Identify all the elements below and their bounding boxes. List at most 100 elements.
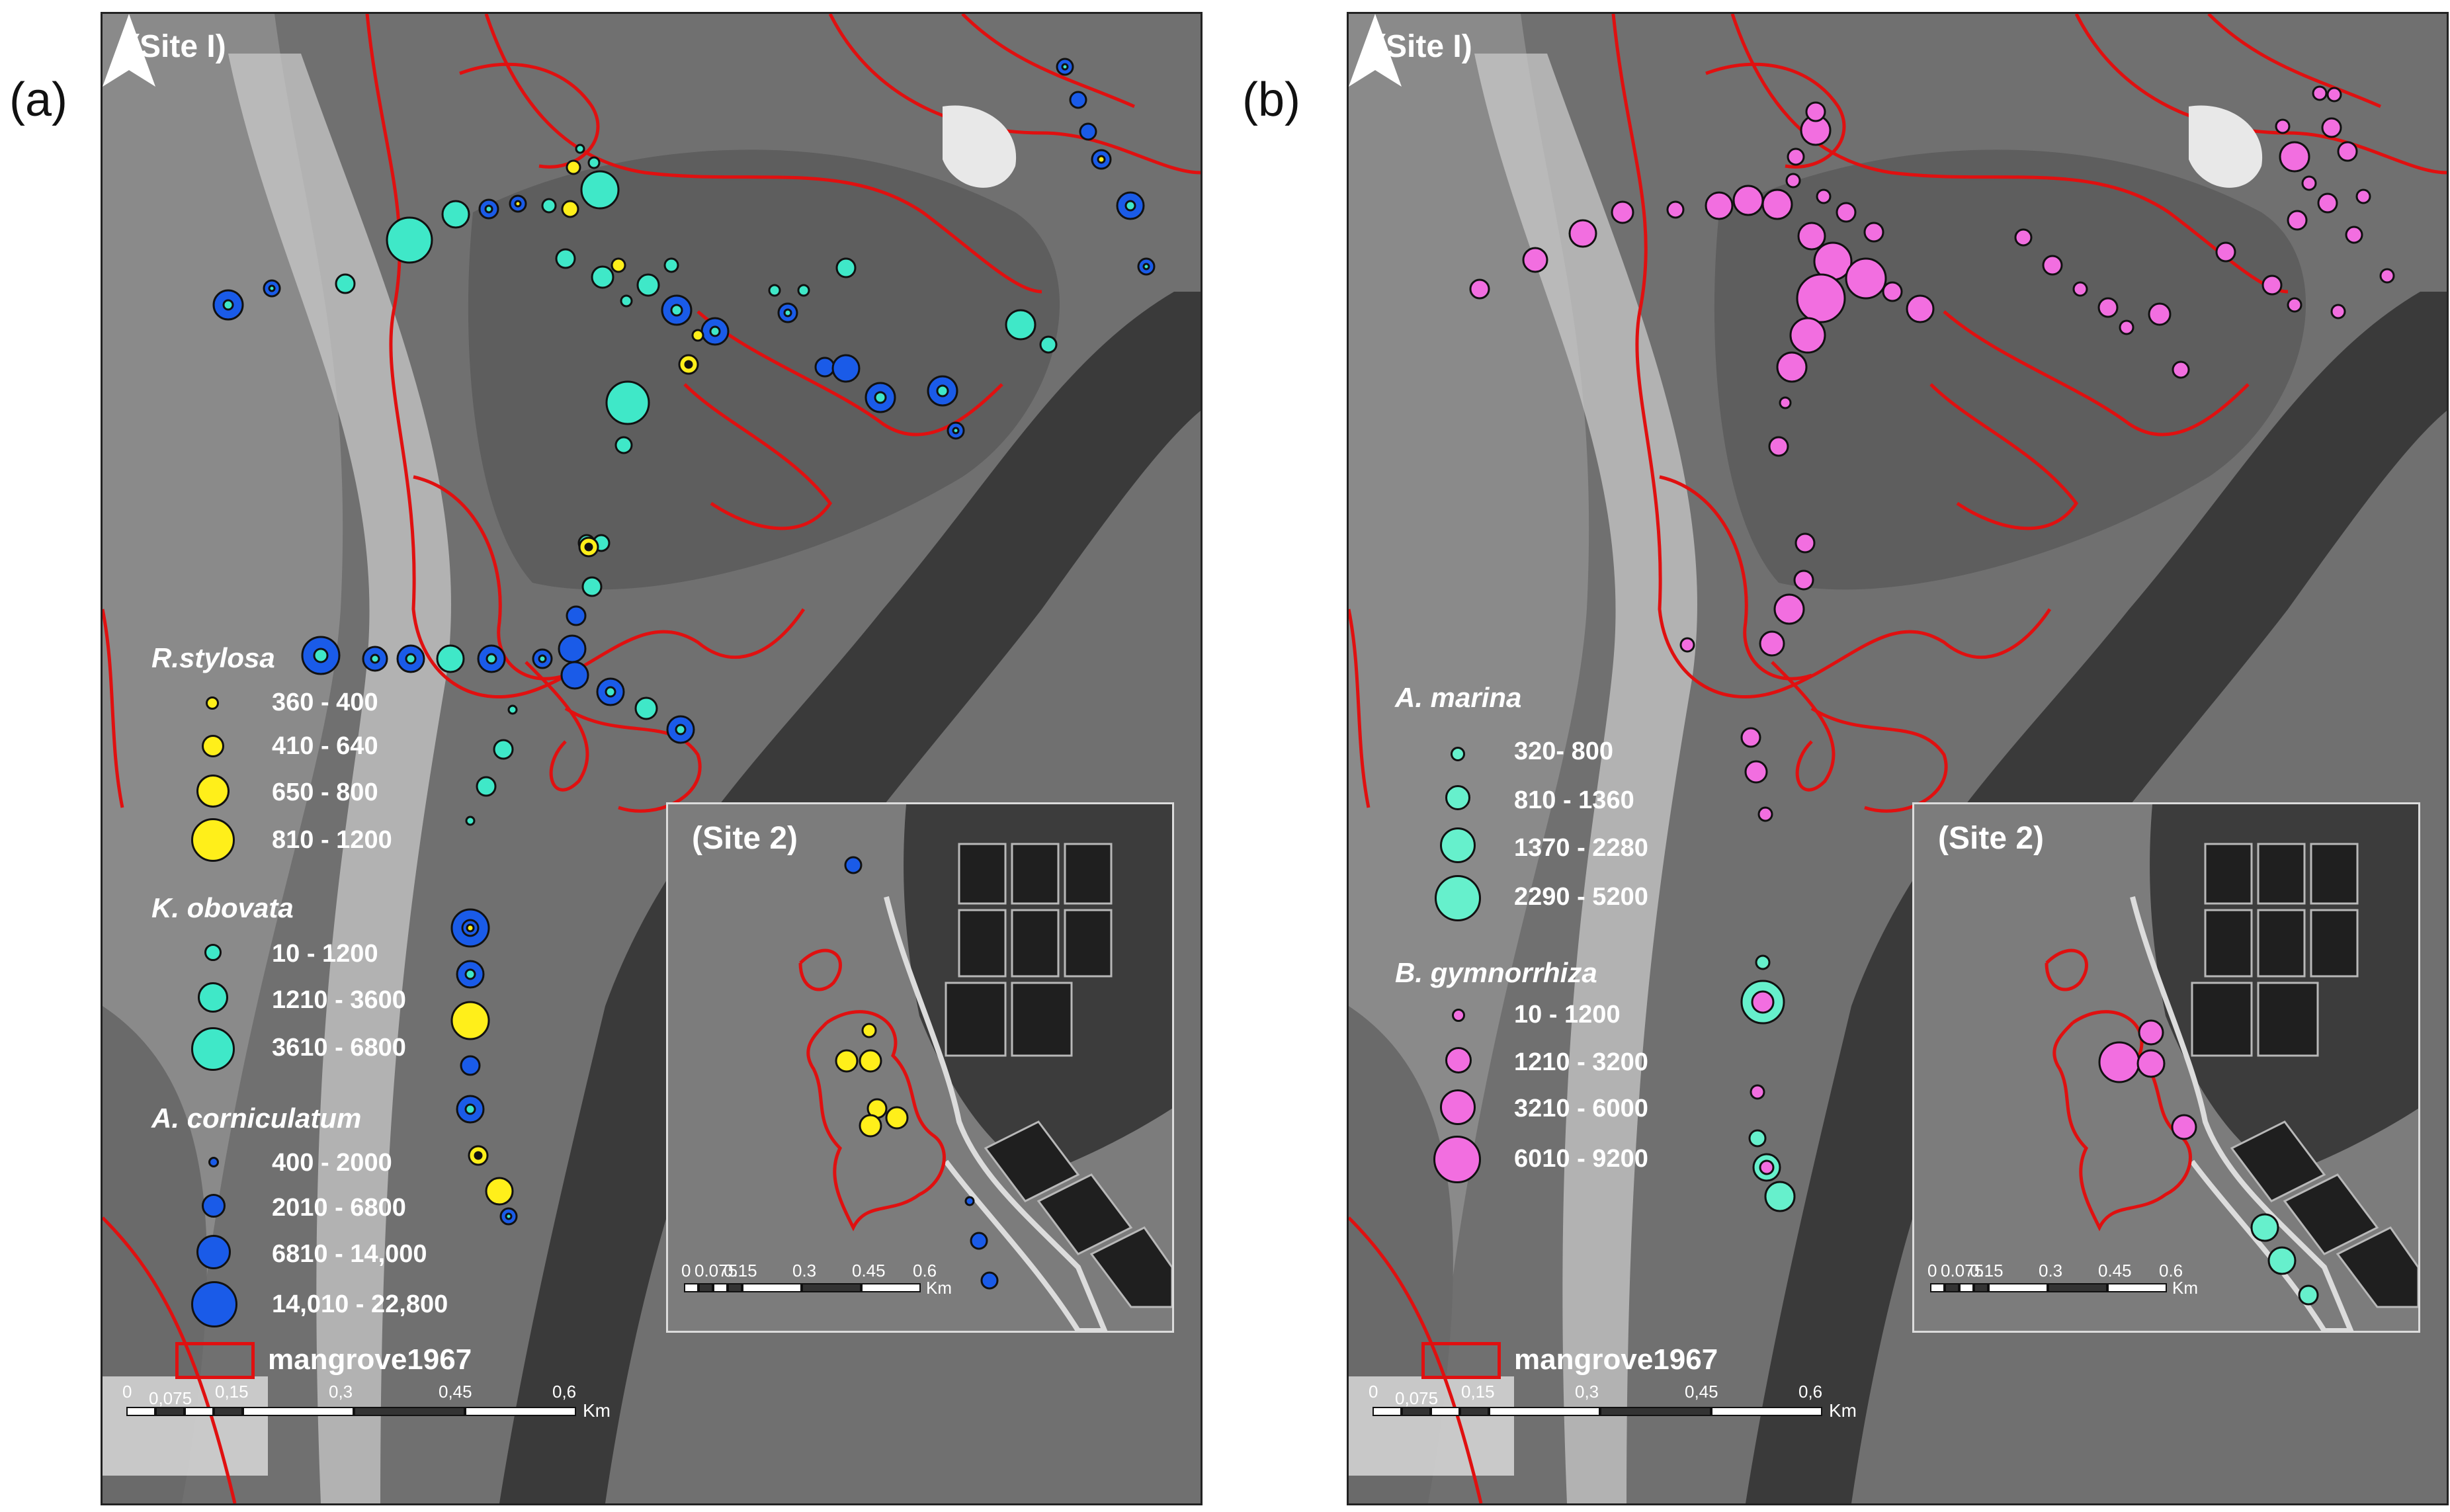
- site2-label-a: (Site 2): [692, 821, 798, 856]
- legend-class: 10 - 1200: [272, 940, 378, 968]
- scale-segment: [354, 1407, 465, 1416]
- inset-background-a: [668, 804, 1172, 1331]
- scale-tick: 0,15: [215, 1382, 249, 1402]
- scale-segment: [1431, 1407, 1460, 1416]
- legend-symbol: [204, 944, 222, 961]
- sampling-points-b: [1469, 85, 2395, 1212]
- inset-site2-b: (Site 2) 0 0.075 0.15 0.3 0.45 0.6: [1912, 802, 2420, 1333]
- scale-segment: [1600, 1407, 1711, 1416]
- panel-b-label: (b): [1242, 73, 1300, 126]
- legend-symbol: [191, 1027, 235, 1071]
- scale-tick: 0: [122, 1382, 132, 1402]
- mangrove-legend-label: mangrove1967: [268, 1343, 472, 1376]
- scale-tick: 0,6: [552, 1382, 577, 1402]
- legend-class: 400 - 2000: [272, 1149, 392, 1177]
- scale-tick: 0,075: [149, 1388, 192, 1408]
- scale-tick: 0.075: [1941, 1261, 1984, 1281]
- scale-tick: 0: [681, 1261, 691, 1281]
- legend-symbol: [202, 1194, 226, 1218]
- scale-tick: 0.3: [792, 1261, 817, 1281]
- north-arrow-icon: [1349, 14, 1402, 87]
- scale-segment: [1402, 1407, 1431, 1416]
- mangrove-legend-symbol: [175, 1342, 255, 1379]
- scale-tick: 0.45: [852, 1261, 886, 1281]
- scale-segment: [1460, 1407, 1489, 1416]
- legend-symbol: [1445, 1047, 1472, 1073]
- scale-segment: [698, 1283, 713, 1292]
- legend-symbol: [1451, 747, 1465, 761]
- inset-points-a: [835, 856, 999, 1290]
- scale-segment: [861, 1283, 921, 1292]
- mangrove-1967-outline-inset-a: [798, 948, 946, 1232]
- scale-tick: 0,075: [1395, 1388, 1439, 1408]
- legend-class: 1370 - 2280: [1514, 834, 1648, 862]
- legend-symbol: [1440, 1089, 1476, 1125]
- scale-segment: [126, 1407, 155, 1416]
- legend-symbol: [1433, 1136, 1481, 1183]
- mangrove-1967-outline-inset-b: [2045, 948, 2192, 1232]
- legend-title-a-marina: A. marina: [1395, 682, 1522, 713]
- map-panel-b: (Site I): [1347, 12, 2449, 1505]
- scale-segment: [742, 1283, 802, 1292]
- scale-segment: [728, 1283, 742, 1292]
- scale-segment: [185, 1407, 214, 1416]
- inset-points-b: [2098, 1019, 2319, 1306]
- legend-title-a-corniculatum: A. corniculatum: [151, 1103, 362, 1134]
- legend-class: 320- 800: [1514, 737, 1614, 765]
- scale-unit: Km: [2172, 1278, 2198, 1298]
- legend-class: 1210 - 3200: [1514, 1048, 1648, 1076]
- legend-class: 6010 - 9200: [1514, 1145, 1648, 1173]
- legend-class: 10 - 1200: [1514, 1001, 1621, 1029]
- scale-segment: [1489, 1407, 1600, 1416]
- scale-segment: [2107, 1283, 2167, 1292]
- legend-symbol: [1445, 785, 1470, 810]
- legend-symbol: [1435, 875, 1481, 921]
- scale-segment: [684, 1283, 698, 1292]
- scale-segment: [1959, 1283, 1974, 1292]
- legend-class: 2290 - 5200: [1514, 883, 1648, 911]
- sampling-points-a: [212, 58, 1156, 1226]
- scale-segment: [1945, 1283, 1959, 1292]
- map-panel-a: (Site I): [101, 12, 1203, 1505]
- scale-tick: 0.45: [2098, 1261, 2132, 1281]
- legend-symbol: [208, 1157, 219, 1167]
- legend-class: 810 - 1360: [1514, 786, 1634, 814]
- scale-tick: 0,45: [439, 1382, 472, 1402]
- scale-tick: 0.15: [724, 1261, 757, 1281]
- scale-tick: 0,15: [1461, 1382, 1495, 1402]
- scale-segment: [713, 1283, 728, 1292]
- scale-tick: 0: [1369, 1382, 1378, 1402]
- legend-title-r-stylosa: R.stylosa: [151, 642, 275, 673]
- scale-tick: 0,3: [329, 1382, 353, 1402]
- scale-tick: 0.6: [2159, 1261, 2183, 1281]
- mangrove-legend-label: mangrove1967: [1514, 1343, 1718, 1376]
- scale-tick: 0: [1927, 1261, 1937, 1281]
- scale-unit: Km: [1829, 1400, 1857, 1421]
- scale-unit: Km: [926, 1278, 952, 1298]
- legend-symbol: [196, 775, 230, 808]
- scale-tick: 0.15: [1970, 1261, 2004, 1281]
- scale-segment: [243, 1407, 354, 1416]
- mangrove-1967-outline-a: [103, 14, 1201, 1503]
- legend-symbol: [198, 982, 228, 1013]
- scale-tick: 0,45: [1685, 1382, 1718, 1402]
- legend-class: 1210 - 3600: [272, 986, 406, 1014]
- legend-class: 810 - 1200: [272, 826, 392, 854]
- scale-segment: [1373, 1407, 1402, 1416]
- legend-symbol: [191, 1281, 237, 1327]
- legend-class: 6810 - 14,000: [272, 1240, 427, 1268]
- scale-segment: [465, 1407, 576, 1416]
- scale-unit: Km: [583, 1400, 611, 1421]
- scale-segment: [802, 1283, 861, 1292]
- scale-tick: 0.3: [2039, 1261, 2063, 1281]
- scale-tick: 0,6: [1798, 1382, 1823, 1402]
- scale-tick: 0,3: [1575, 1382, 1599, 1402]
- scale-segment: [1974, 1283, 1988, 1292]
- scale-segment: [1988, 1283, 2048, 1292]
- scale-segment: [155, 1407, 185, 1416]
- scale-tick: 0.6: [913, 1261, 937, 1281]
- legend-class: 3210 - 6000: [1514, 1095, 1648, 1122]
- inset-background-b: [1914, 804, 2418, 1331]
- legend-symbol: [1452, 1009, 1465, 1022]
- legend-symbol: [196, 1235, 231, 1269]
